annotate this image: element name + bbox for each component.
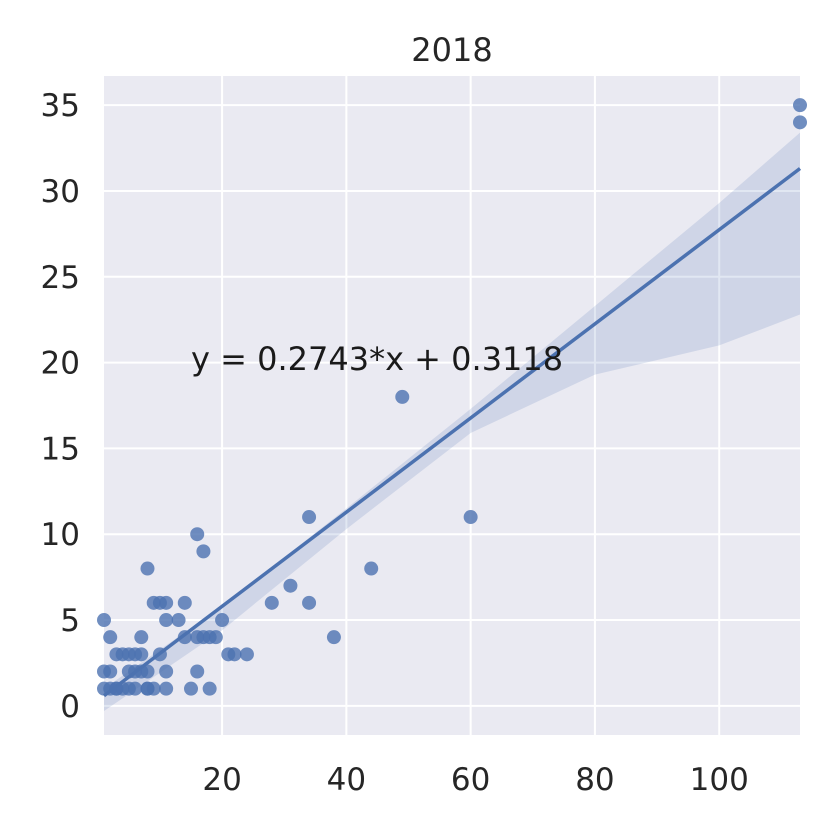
y-tick-label: 30 bbox=[41, 174, 80, 210]
data-point bbox=[395, 389, 410, 404]
x-tick-label: 80 bbox=[575, 762, 614, 798]
data-point bbox=[196, 544, 211, 559]
x-tick-label: 20 bbox=[202, 762, 241, 798]
data-point bbox=[793, 115, 807, 130]
data-point bbox=[159, 613, 174, 628]
y-tick-label: 25 bbox=[41, 260, 80, 296]
regression-line bbox=[102, 167, 802, 698]
y-tick-label: 20 bbox=[41, 346, 80, 382]
data-point bbox=[215, 613, 230, 628]
data-point bbox=[190, 664, 205, 679]
y-tick-label: 10 bbox=[41, 517, 80, 553]
data-point bbox=[146, 681, 161, 696]
data-point bbox=[208, 630, 223, 645]
data-point bbox=[159, 595, 174, 610]
data-point bbox=[190, 527, 205, 542]
y-tick-label: 35 bbox=[41, 88, 80, 124]
x-tick-label: 100 bbox=[690, 762, 749, 798]
data-point bbox=[184, 681, 198, 696]
x-tick-label: 60 bbox=[451, 762, 490, 798]
y-tick-label: 15 bbox=[41, 431, 80, 467]
x-tick-label: 40 bbox=[327, 762, 366, 798]
grid-lines bbox=[104, 76, 800, 735]
regression-equation: y = 0.2743*x + 0.3118 bbox=[191, 340, 563, 378]
data-point bbox=[134, 647, 149, 662]
y-tick-label: 5 bbox=[60, 603, 80, 639]
data-point bbox=[177, 595, 192, 610]
data-point bbox=[140, 561, 155, 576]
data-point bbox=[227, 647, 242, 662]
data-point bbox=[463, 510, 478, 525]
data-point bbox=[159, 681, 174, 696]
data-point bbox=[793, 98, 807, 113]
data-point bbox=[103, 630, 118, 645]
data-point bbox=[128, 681, 143, 696]
data-point bbox=[364, 561, 379, 576]
data-point bbox=[103, 664, 118, 679]
data-point bbox=[326, 630, 341, 645]
data-point bbox=[171, 613, 186, 628]
y-tick-label: 0 bbox=[60, 689, 80, 725]
chart-title: 2018 bbox=[411, 31, 492, 69]
data-point bbox=[239, 647, 254, 662]
data-point bbox=[302, 595, 317, 610]
data-point bbox=[177, 630, 192, 645]
data-point bbox=[159, 664, 174, 679]
data-point bbox=[134, 630, 149, 645]
data-point bbox=[152, 647, 167, 662]
data-point bbox=[302, 510, 317, 525]
data-point bbox=[202, 681, 217, 696]
data-point bbox=[97, 613, 111, 628]
data-points bbox=[97, 98, 807, 696]
data-point bbox=[140, 664, 155, 679]
data-point bbox=[283, 578, 298, 593]
x-axis-tick-labels: 20 40 60 80 100 bbox=[202, 762, 748, 798]
data-point bbox=[264, 595, 279, 610]
y-axis-tick-labels: 0 5 10 15 20 25 30 35 bbox=[41, 88, 80, 725]
confidence-band bbox=[104, 132, 800, 711]
